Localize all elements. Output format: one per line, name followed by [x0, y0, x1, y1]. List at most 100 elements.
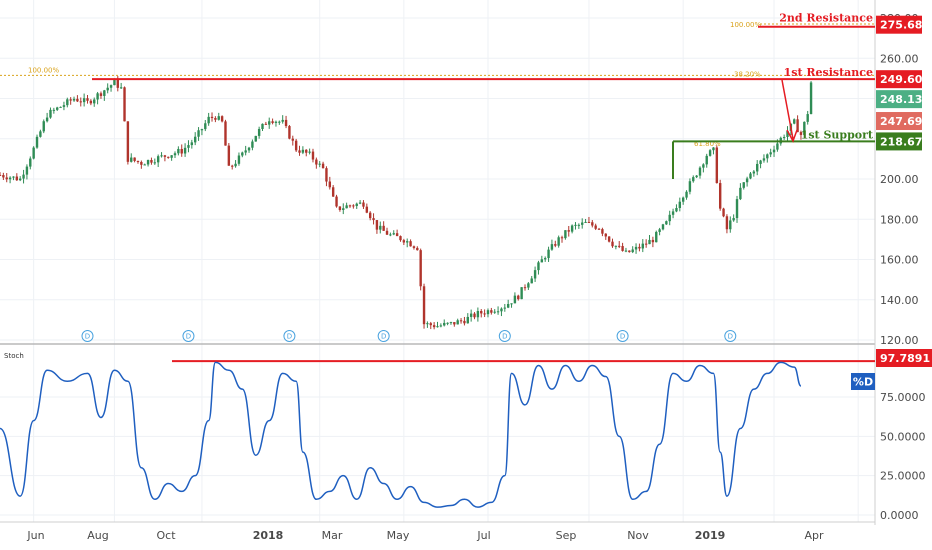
candle-body — [126, 121, 130, 162]
candle-body — [183, 147, 187, 154]
candle-body — [362, 202, 365, 207]
candle-body — [247, 147, 251, 151]
candle-body — [62, 105, 66, 107]
candle-body — [170, 155, 173, 158]
candle-body — [678, 201, 682, 209]
stoch-tick-label: 25.0000 — [880, 470, 926, 483]
candle-body — [796, 119, 799, 133]
time-axis[interactable]: Jun Aug Oct 2018 Mar May Jul Sep Nov 2019 Apr — [26, 529, 824, 542]
candle-body — [644, 243, 648, 245]
candle-body — [762, 158, 766, 161]
candle-body — [328, 181, 332, 188]
dividend-marker[interactable] — [498, 330, 511, 342]
candle-body — [591, 222, 594, 226]
candle-body — [766, 154, 769, 159]
candle-body — [5, 177, 8, 180]
candle-body — [685, 191, 688, 198]
candle-body — [638, 246, 641, 249]
candle-body — [18, 178, 22, 181]
candle-body — [392, 233, 395, 235]
candle-body — [530, 278, 533, 284]
resistance-1-label: 1st Resistance — [784, 66, 873, 79]
candle-body — [607, 236, 611, 242]
candle-body — [459, 320, 463, 322]
candle-body — [375, 220, 379, 230]
dividend-marker[interactable] — [724, 330, 737, 342]
candle-body — [274, 121, 278, 123]
candle-body — [523, 287, 527, 289]
candle-body — [752, 171, 756, 174]
candle-body — [406, 241, 409, 243]
candle-body — [89, 100, 93, 104]
stoch-level-tag — [876, 349, 932, 367]
candle-body — [49, 109, 52, 118]
candle-body — [668, 214, 671, 222]
candle-body — [39, 131, 42, 137]
candle-body — [348, 205, 352, 207]
candle-body — [718, 183, 722, 209]
candle-body — [197, 130, 200, 137]
candle-body — [712, 147, 715, 151]
candle-body — [301, 149, 305, 153]
candle-body — [698, 167, 702, 176]
candle-body — [490, 310, 493, 313]
candle-body — [355, 203, 358, 207]
candle-body — [278, 121, 281, 123]
candle-body — [217, 116, 220, 120]
price-candles — [0, 76, 813, 330]
time-tick-label: 2018 — [253, 529, 284, 542]
candle-body — [695, 175, 698, 178]
fib-labels: 100.00% 100.00% 61.80% 38.20% — [0, 21, 875, 148]
candle-body — [688, 181, 692, 192]
dividend-marker[interactable] — [283, 330, 296, 342]
candle-body — [76, 98, 79, 102]
price-axis[interactable]: 120.00140.00160.00180.00200.00220.00240.… — [880, 12, 919, 347]
candle-body — [799, 132, 803, 135]
grid — [0, 0, 875, 522]
stoch-pane: Stoch %D — [0, 352, 875, 508]
dividend-marker[interactable] — [616, 330, 629, 342]
candle-body — [729, 220, 732, 230]
stoch-legend-badge[interactable] — [851, 373, 875, 390]
candle-body — [409, 241, 412, 247]
candle-body — [648, 239, 651, 245]
candle-body — [543, 258, 547, 260]
candle-body — [305, 149, 308, 153]
candle-body — [153, 162, 157, 164]
candle-body — [177, 148, 180, 154]
candle-body — [745, 178, 749, 183]
support-1-label: 1st Support — [801, 128, 874, 141]
candle-body — [527, 283, 530, 288]
candle-body — [311, 151, 315, 160]
candle-body — [8, 177, 12, 180]
candle-body — [651, 239, 655, 243]
candle-body — [496, 311, 500, 313]
candle-body — [66, 99, 69, 106]
resistance-2-label: 2nd Resistance — [779, 12, 873, 25]
candle-body — [123, 87, 126, 122]
stoch-axis[interactable]: 0.0000 25.0000 50.0000 75.0000 — [880, 391, 926, 522]
candle-body — [56, 107, 59, 110]
candle-body — [298, 150, 301, 153]
candle-body — [395, 233, 399, 237]
candle-body — [510, 303, 513, 305]
candle-body — [109, 85, 113, 88]
candle-body — [809, 82, 813, 115]
candle-body — [416, 247, 419, 251]
candle-body — [634, 246, 638, 250]
candle-body — [150, 160, 153, 163]
dividend-marker[interactable] — [377, 330, 390, 342]
candle-body — [227, 145, 231, 166]
dividend-marker[interactable] — [182, 330, 195, 342]
dividend-marker-letter: D — [502, 333, 507, 341]
price-tick-label: 140.00 — [880, 294, 919, 307]
candle-body — [681, 197, 685, 202]
dividend-marker[interactable] — [81, 330, 94, 342]
candle-body — [379, 225, 382, 230]
candle-body — [463, 320, 466, 324]
time-tick-label: May — [387, 529, 410, 542]
candle-body — [338, 206, 342, 210]
candle-body — [35, 136, 39, 148]
candle-body — [204, 123, 207, 130]
